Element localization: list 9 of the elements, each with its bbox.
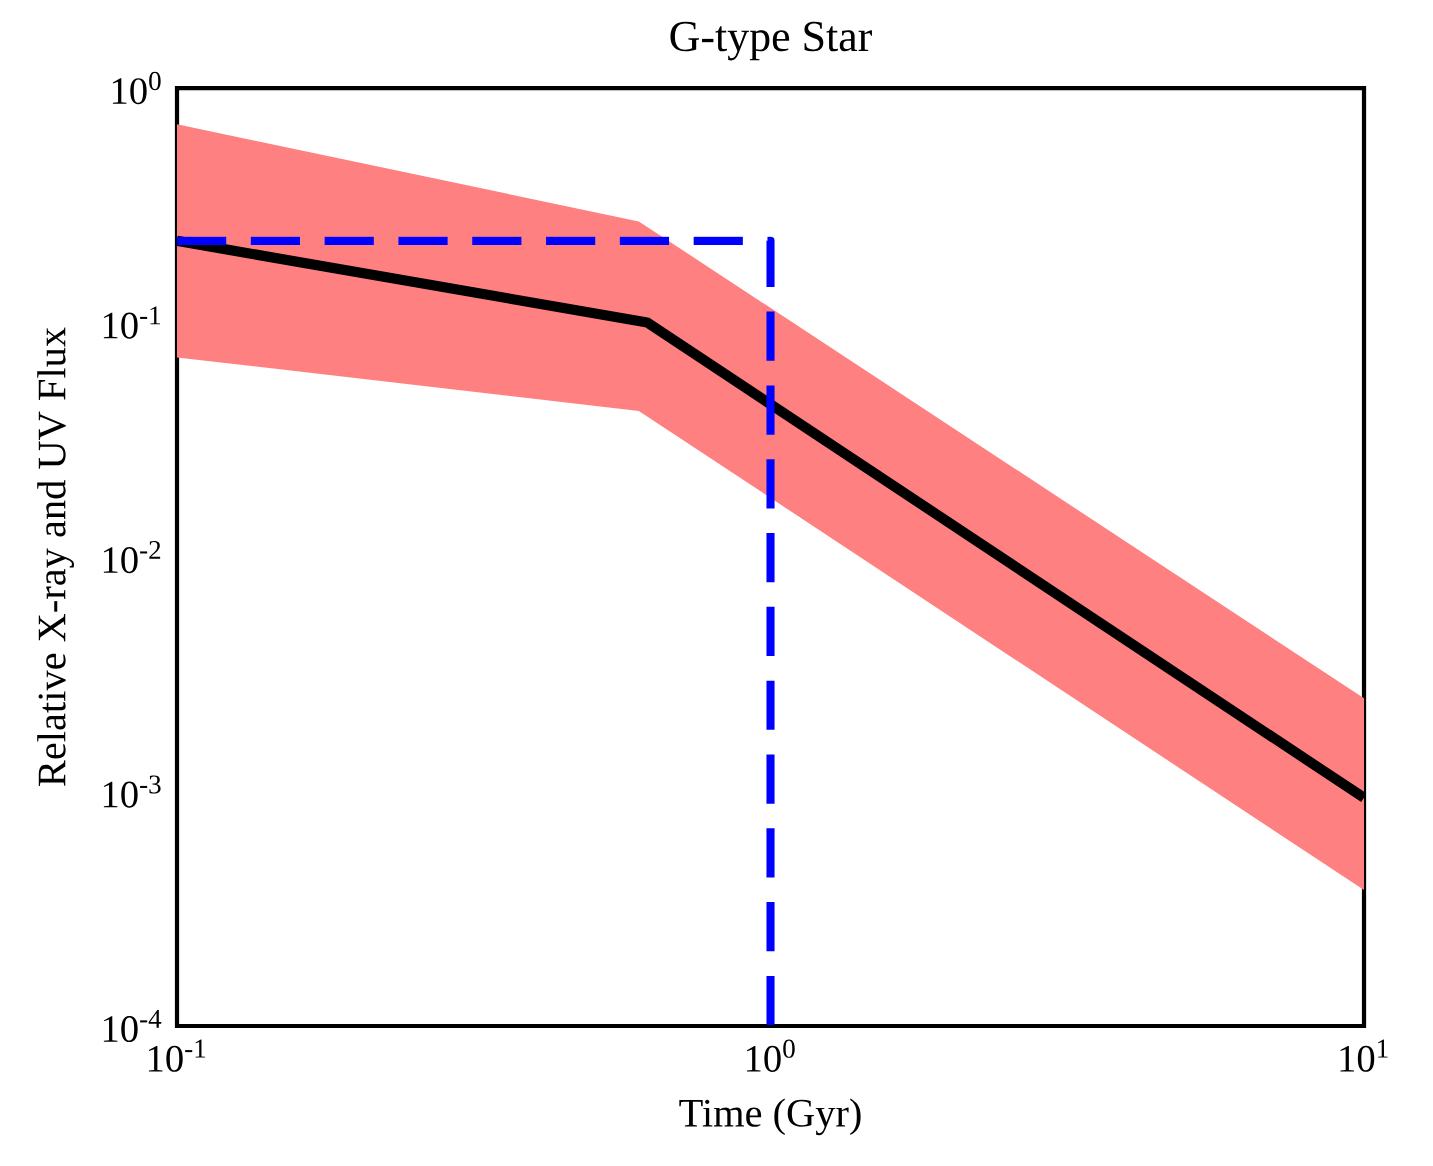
- y-axis-title: Relative X-ray and UV Flux: [37, 327, 74, 786]
- y-tick-label: 10$^{0}$: [112, 71, 161, 105]
- x-tick-label: 10$^{1}$: [1340, 1039, 1388, 1072]
- y-tick-label: 10$^{-3}$: [103, 775, 161, 808]
- y-tick-label: 10$^{-1}$: [103, 306, 161, 339]
- chart-title: G-type Star: [670, 21, 872, 61]
- x-tick-label: 10$^{0}$: [746, 1039, 795, 1072]
- y-tick-label: 10$^{-2}$: [103, 540, 161, 574]
- x-axis-title: Time (Gyr): [679, 1098, 861, 1136]
